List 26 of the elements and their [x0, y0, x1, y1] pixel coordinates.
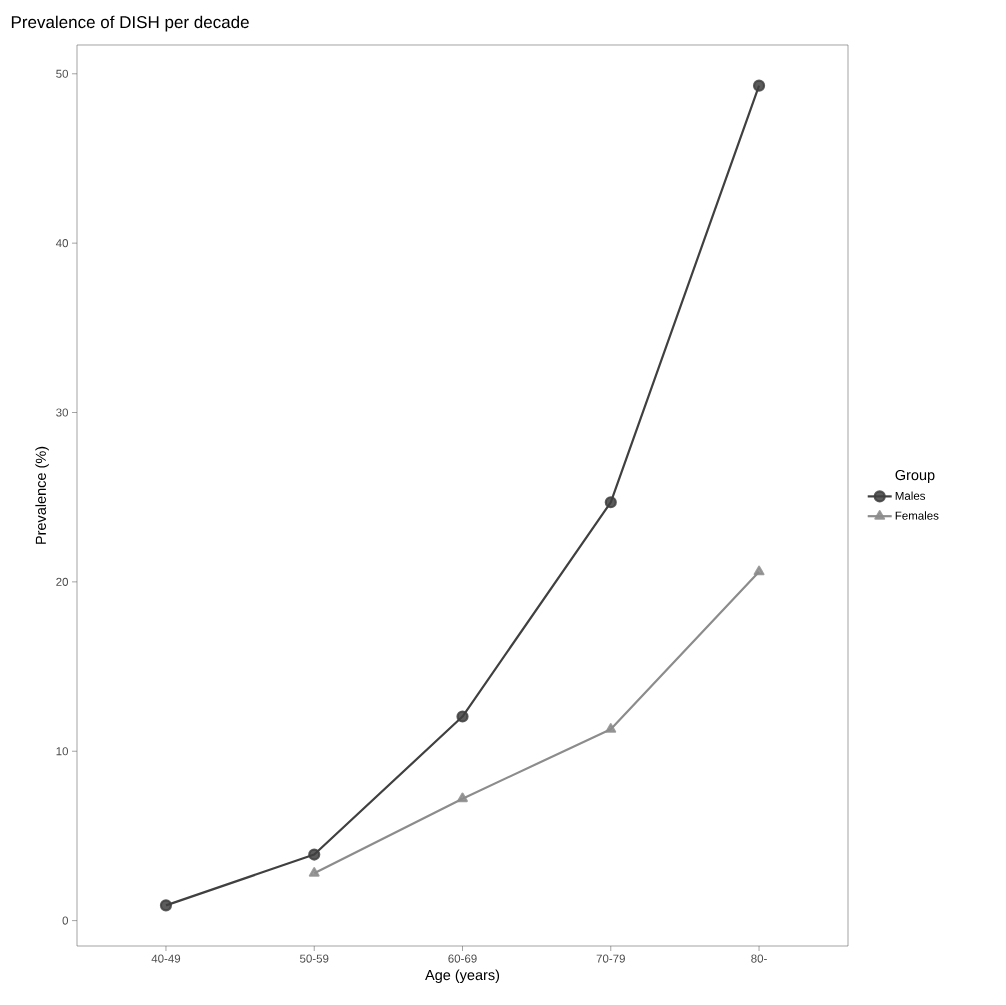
x-tick-label: 40-49 [151, 954, 181, 963]
point [159, 899, 173, 912]
point [604, 496, 617, 509]
x-tick-label: 70-79 [596, 954, 625, 963]
point [308, 867, 320, 877]
x-tick-label: 80- [751, 954, 767, 963]
x-tick-label: 60-69 [448, 954, 477, 963]
point [753, 565, 765, 576]
legend-title: Group [895, 469, 935, 484]
legend-label: Males [895, 491, 926, 500]
x-axis-title: Age (years) [425, 969, 500, 984]
y-axis-title: Prevalence (%) [35, 446, 49, 544]
y-tick-label: 20 [56, 577, 69, 586]
point [457, 792, 468, 803]
x-tick-label: 50-59 [299, 954, 329, 963]
y-tick-label: 50 [56, 69, 69, 78]
legend-label: Females [895, 511, 939, 520]
y-tick-label: 10 [56, 747, 69, 756]
y-tick-label: 0 [62, 916, 69, 925]
point [605, 723, 617, 733]
chart-title: Prevalence of DISH per decade [11, 15, 249, 32]
y-tick-label: 30 [56, 408, 69, 417]
point [456, 710, 469, 723]
point [308, 848, 321, 861]
point [752, 79, 766, 92]
y-tick-label: 40 [55, 239, 69, 248]
